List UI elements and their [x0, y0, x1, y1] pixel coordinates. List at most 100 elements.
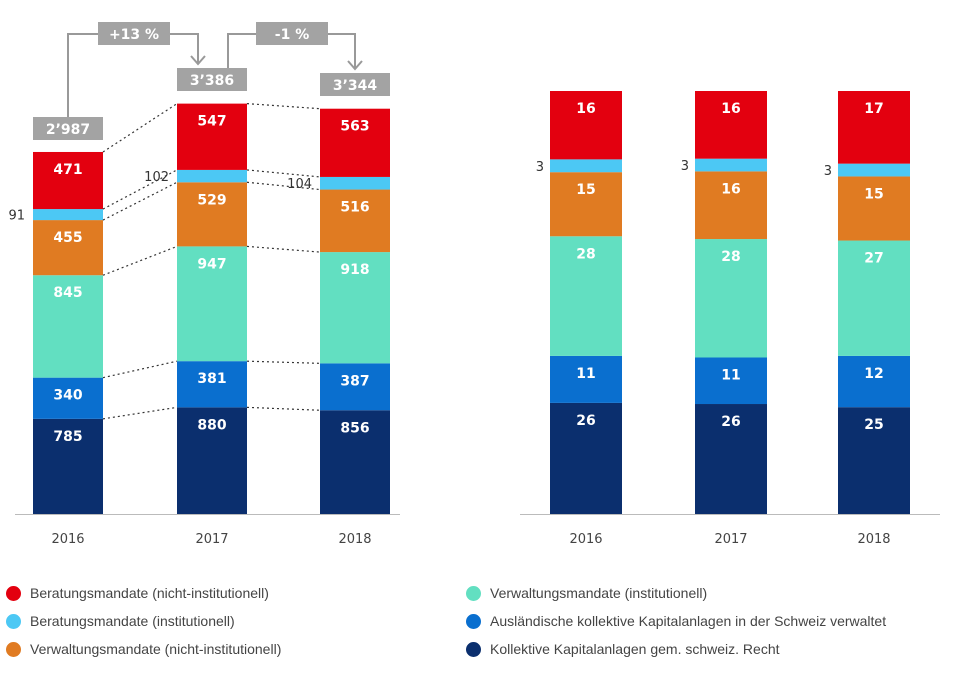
bar-segment: [33, 275, 103, 378]
data-label: 16: [721, 101, 740, 117]
data-label: 25: [864, 417, 883, 433]
legend-item: Beratungsmandate (institutionell): [6, 607, 281, 635]
legend-label: Verwaltungsmandate (nicht-institutionell…: [30, 641, 282, 657]
data-label: 516: [340, 200, 369, 216]
data-label: 455: [53, 230, 82, 246]
connector-line: [102, 245, 178, 276]
data-label: 91: [8, 209, 25, 224]
data-label: 381: [197, 371, 226, 387]
data-label: 947: [197, 256, 226, 272]
bar-segment: [695, 91, 767, 159]
x-tick-label: 2017: [195, 532, 228, 547]
bar-segment: [33, 418, 103, 514]
bar-segment: [320, 189, 390, 253]
connector-line: [102, 103, 178, 153]
data-label: 102: [144, 170, 169, 185]
data-label: 3: [681, 159, 689, 174]
bar-segment: [838, 163, 910, 177]
total-box: [177, 68, 247, 91]
bar-segment: [177, 246, 247, 362]
bar-segment: [33, 377, 103, 419]
data-label: 3: [536, 160, 544, 175]
legend-label: Kollektive Kapitalanlagen gem. schweiz. …: [490, 641, 780, 657]
legend-item: Kollektive Kapitalanlagen gem. schweiz. …: [466, 635, 886, 663]
data-label: 12: [864, 366, 883, 382]
data-label: 340: [53, 388, 82, 404]
connector-line: [246, 103, 321, 110]
data-label: 17: [864, 101, 883, 117]
bar-segment: [838, 355, 910, 408]
legend-right: Verwaltungsmandate (institutionell) Ausl…: [466, 579, 886, 663]
legend-swatch: [466, 641, 481, 657]
arrow-line: [328, 33, 356, 69]
bar-segment: [550, 172, 622, 237]
data-label: 16: [721, 181, 740, 197]
data-label: 16: [576, 101, 595, 117]
bar-segment: [320, 108, 390, 177]
arrow-line: [227, 33, 256, 68]
data-label: 918: [340, 262, 369, 278]
bar-segment: [695, 158, 767, 172]
bar-segment: [33, 220, 103, 276]
total-label: 3’386: [190, 73, 234, 89]
bar-segment: [550, 236, 622, 356]
data-label: 104: [287, 177, 312, 192]
bar-segment: [550, 91, 622, 160]
legend-label: Beratungsmandate (institutionell): [30, 613, 235, 629]
connector-line: [246, 181, 321, 191]
legend-swatch: [6, 641, 21, 657]
bar-segment: [695, 404, 767, 514]
change-box: [98, 22, 170, 45]
data-label: 28: [576, 246, 595, 262]
bar-segment: [177, 182, 247, 247]
x-tick-label: 2016: [569, 532, 602, 547]
bar-segment: [177, 361, 247, 408]
connector-line: [246, 406, 321, 411]
legend-swatch: [6, 585, 21, 601]
bar-segment: [177, 103, 247, 170]
total-box: [320, 73, 390, 96]
bar-segment: [550, 402, 622, 514]
data-label: 11: [576, 366, 595, 382]
bar-segment: [695, 239, 767, 358]
connector-line: [102, 360, 178, 379]
data-label: 15: [864, 186, 883, 202]
data-label: 28: [721, 249, 740, 265]
legend-item: Ausländische kollektive Kapitalanlagen i…: [466, 607, 886, 635]
bar-segment: [33, 209, 103, 221]
bar-segment: [695, 171, 767, 240]
legend-label: Ausländische kollektive Kapitalanlagen i…: [490, 613, 887, 629]
data-label: 26: [576, 413, 595, 429]
data-label: 547: [197, 114, 226, 130]
bar-segment: [320, 176, 390, 190]
legend-item: Verwaltungsmandate (institutionell): [466, 579, 886, 607]
connector-line: [102, 406, 178, 420]
data-label: 880: [197, 417, 226, 433]
connector-line: [246, 360, 321, 364]
arrow-line: [67, 33, 98, 117]
data-label: 11: [721, 367, 740, 383]
data-label: 26: [721, 414, 740, 430]
bar-segment: [838, 240, 910, 356]
data-label: 529: [197, 192, 226, 208]
data-label: 27: [864, 251, 883, 267]
legend-swatch: [466, 613, 481, 629]
data-label: 856: [340, 420, 369, 436]
x-tick-label: 2017: [714, 532, 747, 547]
bar-segment: [320, 252, 390, 364]
arrow-head-icon: [190, 55, 206, 66]
legend-item: Verwaltungsmandate (nicht-institutionell…: [6, 635, 281, 663]
legend-item: Beratungsmandate (nicht-institutionell): [6, 579, 281, 607]
legend-swatch: [6, 613, 21, 629]
bar-segment: [695, 357, 767, 405]
total-label: 2’987: [46, 122, 90, 138]
x-tick-label: 2016: [51, 532, 84, 547]
arrow-head-icon: [347, 60, 363, 71]
x-tick-label: 2018: [857, 532, 890, 547]
legend-left: Beratungsmandate (nicht-institutionell) …: [6, 579, 281, 663]
connector-line: [246, 245, 321, 253]
data-label: 471: [53, 162, 82, 178]
data-label: 15: [576, 182, 595, 198]
bar-segment: [320, 363, 390, 411]
